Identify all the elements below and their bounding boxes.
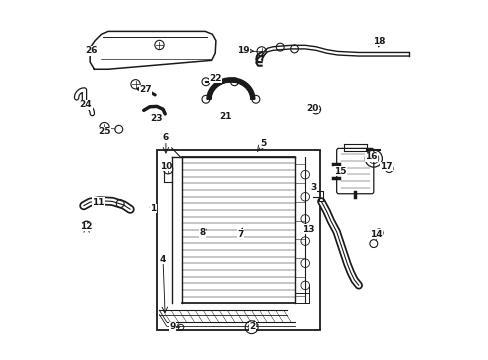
- Text: 20: 20: [305, 104, 318, 113]
- Text: 3: 3: [309, 183, 316, 192]
- Text: 10: 10: [160, 162, 172, 171]
- Text: 11: 11: [92, 198, 105, 207]
- Polygon shape: [206, 78, 254, 99]
- Text: 27: 27: [139, 85, 151, 94]
- Text: 7: 7: [237, 230, 243, 239]
- Text: 9: 9: [169, 322, 175, 331]
- Text: 17: 17: [380, 162, 392, 171]
- Text: 6: 6: [163, 133, 169, 142]
- Text: 23: 23: [150, 114, 162, 123]
- Text: 8: 8: [199, 228, 205, 237]
- Text: 14: 14: [369, 230, 382, 239]
- Bar: [157, 150, 319, 330]
- Text: 12: 12: [80, 222, 93, 231]
- Text: 26: 26: [85, 46, 98, 55]
- Text: 2: 2: [249, 322, 255, 331]
- Text: 21: 21: [219, 112, 231, 121]
- Text: 19: 19: [237, 46, 249, 55]
- Text: 24: 24: [80, 100, 92, 109]
- Text: 18: 18: [372, 37, 384, 46]
- Text: 4: 4: [160, 255, 166, 264]
- Text: 16: 16: [365, 152, 377, 161]
- Text: 15: 15: [333, 167, 346, 176]
- Text: 25: 25: [98, 127, 110, 136]
- Text: 13: 13: [301, 225, 314, 234]
- Text: 5: 5: [260, 139, 265, 148]
- Text: 22: 22: [208, 74, 221, 83]
- Text: 1: 1: [150, 204, 156, 213]
